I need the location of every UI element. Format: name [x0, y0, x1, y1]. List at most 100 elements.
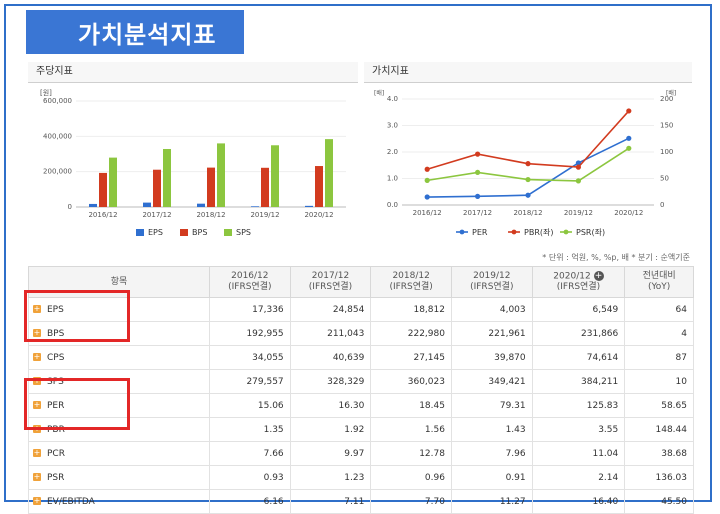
table-row: + PSR 0.93 1.23 0.96 0.91 2.14 136.03	[28, 465, 694, 490]
table-cell: 360,023	[370, 369, 452, 394]
header-col: 2019/12 (IFRS연결)	[450, 266, 533, 298]
row-item[interactable]: + SPS	[28, 369, 210, 394]
bar-bps	[261, 167, 269, 207]
table-cell: 79.31	[450, 393, 533, 418]
point-pbr	[475, 151, 481, 157]
table-cell: 39,870	[450, 345, 533, 370]
table-cell: 40,639	[289, 345, 372, 370]
x-tick-label: 2018/12	[513, 209, 542, 217]
point-per	[525, 192, 531, 198]
row-label: BPS	[47, 328, 65, 339]
row-item[interactable]: + CPS	[28, 345, 210, 370]
legend-marker-1	[511, 229, 517, 235]
table-cell: 34,055	[209, 345, 291, 370]
x-tick-label: 2016/12	[413, 209, 442, 217]
y-right-tick-label: 50	[660, 175, 669, 183]
row-label: EPS	[47, 304, 64, 315]
expand-plus-icon[interactable]: +	[33, 352, 41, 361]
legend-swatch-bps	[180, 229, 188, 236]
point-per	[575, 160, 581, 166]
expand-plus-icon[interactable]: +	[33, 304, 41, 313]
legend-swatch-sps	[224, 229, 232, 236]
value-table: 항목 2016/12 (IFRS연결) 2017/12 (IFRS연결) 2018/…	[28, 266, 694, 514]
row-item[interactable]: + PSR	[28, 465, 210, 490]
legend-swatch-eps	[136, 229, 144, 236]
point-per	[626, 135, 632, 141]
row-label: EV/EBITDA	[47, 496, 95, 507]
row-label: PER	[47, 400, 65, 411]
row-item[interactable]: + EV/EBITDA	[28, 489, 210, 514]
bar-eps	[143, 202, 151, 207]
legend-marker-0	[459, 229, 465, 235]
table-cell: 1.56	[370, 417, 452, 442]
table-cell: 1.35	[209, 417, 291, 442]
row-item[interactable]: + PCR	[28, 441, 210, 466]
expand-plus-icon[interactable]: +	[33, 496, 41, 505]
table-cell: 12.78	[370, 441, 452, 466]
row-item[interactable]: + PER	[28, 393, 210, 418]
y-tick-label: 200,000	[43, 168, 72, 176]
expand-plus-icon[interactable]: +	[33, 400, 41, 409]
point-psr	[475, 169, 481, 176]
x-tick-label: 2017/12	[463, 209, 492, 217]
table-cell: 231,866	[531, 321, 626, 346]
header-col: 2016/12 (IFRS연결)	[209, 266, 291, 298]
y-right-tick-label: 200	[660, 95, 673, 103]
expand-plus-icon[interactable]: +	[33, 448, 41, 457]
row-label: CPS	[47, 352, 65, 363]
table-cell: 211,043	[289, 321, 372, 346]
bar-eps	[197, 203, 205, 207]
table-cell: 4,003	[450, 297, 533, 322]
row-label: SPS	[47, 376, 64, 387]
point-pbr	[424, 166, 430, 172]
bar-eps	[251, 206, 259, 207]
bar-sps	[217, 143, 225, 207]
expand-plus-icon[interactable]: +	[33, 472, 41, 481]
point-pbr	[626, 108, 632, 114]
y-tick-label: 600,000	[43, 97, 72, 105]
y-left-tick-label: 4.0	[387, 95, 398, 103]
x-tick-label: 2019/12	[564, 209, 593, 217]
table-cell: 279,557	[209, 369, 291, 394]
yoy-cell: 64	[624, 297, 694, 322]
table-row: + EV/EBITDA 6.16 7.11 7.70 11.27 16.40 45.50	[28, 489, 694, 514]
x-tick-label: 2018/12	[196, 211, 225, 219]
plus-circle-icon[interactable]: +	[593, 270, 604, 281]
legend-label: PBR(좌)	[524, 228, 553, 237]
header-yoy: 전년대비 (YoY)	[624, 266, 694, 298]
table-cell: 7.96	[450, 441, 533, 466]
table-cell: 11.27	[450, 489, 533, 514]
table-cell: 1.43	[450, 417, 533, 442]
bar-sps	[325, 139, 333, 207]
value-panel-title: 가치지표	[364, 62, 692, 83]
bar-eps	[89, 203, 97, 207]
y-right-unit-label: [배]	[666, 89, 676, 97]
table-cell: 15.06	[209, 393, 291, 418]
row-label: PCR	[47, 448, 65, 459]
table-cell: 192,955	[209, 321, 291, 346]
per-share-panel-title: 주당지표	[28, 62, 358, 83]
legend-label: PER	[472, 228, 488, 237]
table-cell: 16.40	[531, 489, 626, 514]
table-cell: 2.14	[531, 465, 626, 490]
yoy-cell: 10	[624, 369, 694, 394]
table-row: + PCR 7.66 9.97 12.78 7.96 11.04 38.68	[28, 441, 694, 466]
legend-label: PSR(좌)	[576, 228, 605, 237]
table-cell: 384,211	[531, 369, 626, 394]
x-tick-label: 2017/12	[142, 211, 171, 219]
table-cell: 18.45	[370, 393, 452, 418]
bar-bps	[99, 172, 107, 207]
table-row: + SPS 279,557 328,329 360,023 349,421 384,211 1…	[28, 369, 694, 394]
y-unit-label: [원]	[40, 88, 52, 97]
table-cell: 74,614	[531, 345, 626, 370]
table-cell: 6.16	[209, 489, 291, 514]
yoy-cell: 87	[624, 345, 694, 370]
table-cell: 18,812	[370, 297, 452, 322]
point-psr	[424, 177, 430, 183]
point-psr	[626, 145, 632, 151]
x-tick-label: 2020/12	[614, 209, 643, 217]
expand-plus-icon[interactable]: +	[33, 328, 41, 337]
legend-label: BPS	[192, 228, 207, 237]
legend-marker-2	[563, 229, 569, 235]
y-tick-label: 400,000	[43, 132, 72, 140]
